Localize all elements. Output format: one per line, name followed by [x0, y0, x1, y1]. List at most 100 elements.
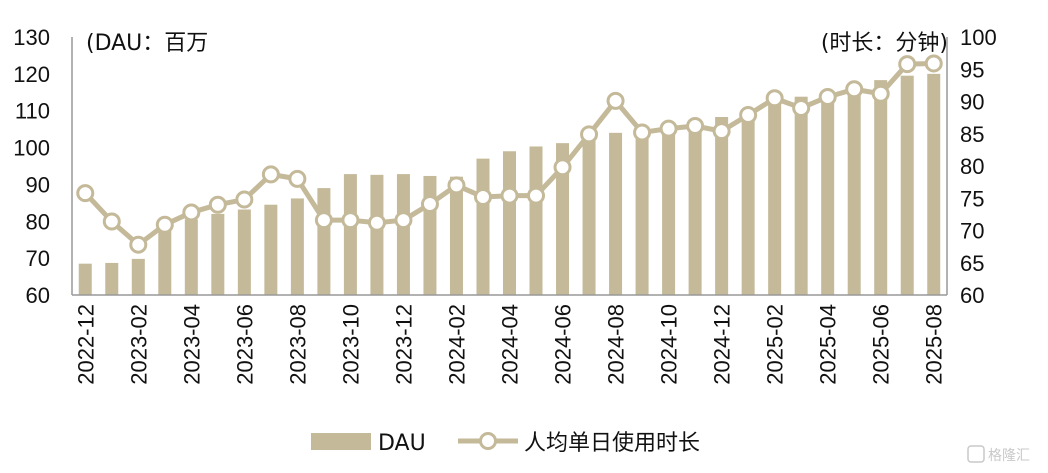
- left-tick-label: 90: [26, 172, 50, 197]
- left-axis-unit: (DAU：百万: [86, 31, 208, 56]
- dau-bar: [927, 73, 941, 295]
- usage-time-point: [818, 87, 837, 106]
- right-tick-label: 90: [960, 90, 984, 115]
- dau-bar: [715, 116, 729, 295]
- usage-time-point: [102, 212, 121, 231]
- dau-bar: [794, 96, 808, 295]
- watermark-logo-icon: [967, 445, 985, 463]
- dau-bar: [662, 124, 676, 295]
- usage-time-point: [765, 89, 784, 108]
- right-tick-label: 100: [960, 25, 997, 50]
- legend-line-marker: [479, 432, 497, 450]
- dau-bars: [78, 73, 941, 296]
- usage-time-point: [659, 119, 678, 138]
- right-tick-label: 60: [960, 283, 984, 308]
- left-tick-label: 110: [15, 99, 50, 124]
- usage-time-point: [473, 187, 492, 206]
- x-tick-label: 2023-02: [126, 304, 151, 385]
- dau-bar: [131, 258, 145, 295]
- usage-time-line: [76, 54, 943, 254]
- left-tick-label: 100: [13, 136, 50, 161]
- usage-time-point: [845, 80, 864, 99]
- usage-time-point: [420, 195, 439, 214]
- usage-time-point: [288, 169, 307, 188]
- usage-time-point: [553, 158, 572, 177]
- usage-time-point: [606, 91, 625, 110]
- usage-time-point: [341, 211, 360, 230]
- dau-bar: [343, 174, 357, 295]
- right-tick-label: 95: [960, 57, 984, 82]
- dau-bar: [184, 219, 198, 295]
- legend-usage-label: 人均单日使用时长: [524, 431, 700, 456]
- dau-bar: [635, 127, 649, 295]
- x-tick-label: 2024-02: [444, 304, 469, 385]
- usage-time-point: [208, 195, 227, 214]
- dau-bar: [370, 174, 384, 295]
- right-tick-label: 80: [960, 154, 984, 179]
- legend-dau-label: DAU: [378, 431, 426, 456]
- left-tick-label: 120: [13, 62, 50, 87]
- usage-time-point: [898, 55, 917, 74]
- left-tick-label: 80: [26, 209, 50, 234]
- right-tick-label: 85: [960, 122, 984, 147]
- dau-bar: [317, 188, 331, 295]
- dau-bar: [582, 133, 596, 295]
- usage-time-point: [129, 235, 148, 254]
- usage-time-point: [500, 186, 519, 205]
- usage-time-point: [924, 54, 943, 73]
- x-tick-label: 2025-06: [869, 304, 894, 385]
- left-tick-label: 130: [13, 25, 50, 50]
- usage-time-point: [261, 165, 280, 184]
- dau-bar: [476, 158, 490, 295]
- dau-bar: [529, 146, 543, 295]
- dau-bar: [847, 83, 861, 296]
- usage-time-point: [394, 211, 413, 230]
- right-tick-label: 75: [960, 186, 984, 211]
- dau-bar: [105, 262, 119, 295]
- x-tick-label: 2024-06: [551, 304, 576, 385]
- dau-bar: [211, 213, 225, 295]
- dau-bar: [900, 75, 914, 295]
- x-tick-label: 2023-06: [232, 304, 257, 385]
- usage-time-point: [367, 213, 386, 232]
- dau-bar: [741, 110, 755, 295]
- dau-bar: [158, 226, 172, 295]
- dau-bar: [396, 174, 410, 295]
- x-tick-label: 2024-10: [657, 304, 682, 385]
- usage-time-point: [76, 184, 95, 203]
- dau-bar: [503, 151, 516, 295]
- dau-bar: [264, 204, 278, 295]
- usage-time-point: [182, 203, 201, 222]
- usage-time-point: [871, 84, 890, 103]
- dau-bar: [78, 263, 92, 295]
- usage-time-point: [633, 123, 652, 142]
- x-tick-label: 2024-04: [498, 304, 523, 385]
- dau-bar: [688, 121, 702, 295]
- usage-time-point: [686, 117, 705, 136]
- axes: [71, 37, 948, 296]
- legend: DAU 人均单日使用时长: [311, 431, 700, 456]
- dau-bar: [609, 132, 623, 295]
- x-tick-label: 2025-02: [763, 304, 788, 385]
- left-tick-label: 60: [26, 283, 50, 308]
- dau-bar: [449, 176, 463, 295]
- dau-bar: [874, 80, 888, 295]
- dau-bar: [290, 198, 304, 295]
- legend-dau-swatch: [311, 433, 371, 450]
- x-tick-label: 2023-12: [391, 304, 416, 385]
- left-tick-label: 70: [26, 246, 50, 271]
- x-tick-label: 2024-08: [604, 304, 629, 385]
- usage-time-point: [527, 186, 546, 205]
- x-tick-label: 2025-08: [922, 304, 947, 385]
- usage-time-point: [155, 215, 174, 234]
- usage-time-point: [580, 125, 599, 144]
- watermark-text: 格隆汇: [988, 448, 1030, 464]
- right-tick-label: 70: [960, 219, 984, 244]
- dau-bar: [556, 143, 570, 295]
- x-tick-label: 2025-04: [816, 304, 841, 385]
- dau-bar: [423, 175, 437, 295]
- usage-time-point: [739, 106, 758, 125]
- x-tick-label: 2023-08: [285, 304, 310, 385]
- dau-bar: [237, 209, 251, 295]
